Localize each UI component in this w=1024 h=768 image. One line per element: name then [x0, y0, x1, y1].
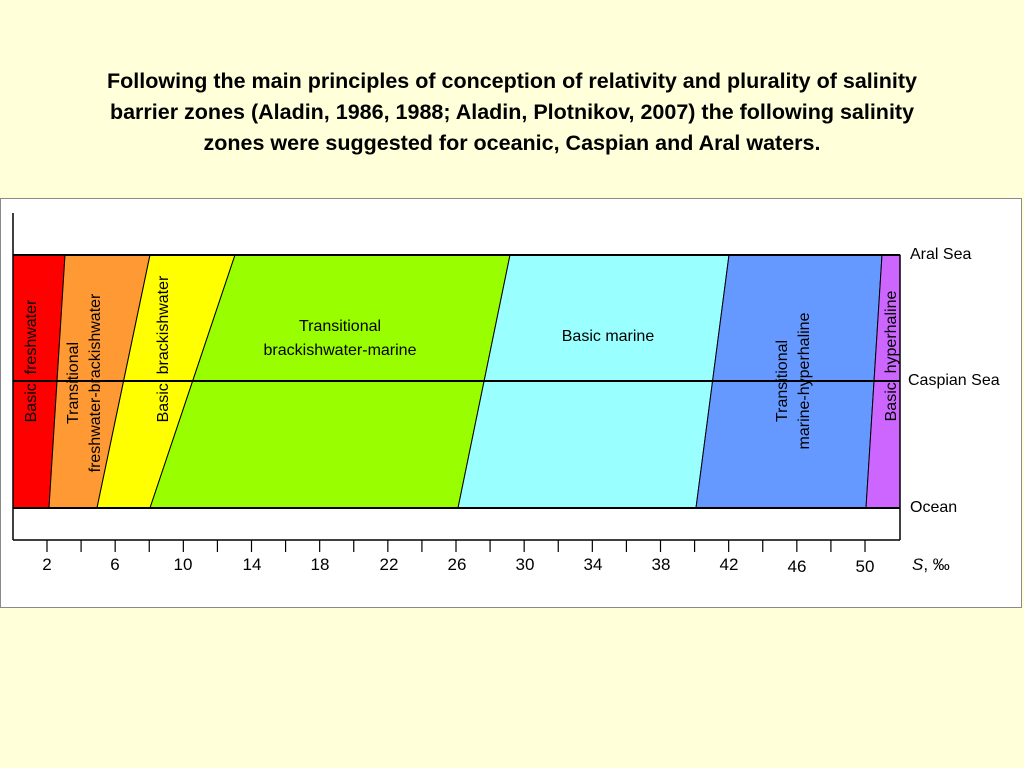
zone-label-basic-freshwater: Basic freshwater	[23, 299, 40, 422]
minor-ticks	[46, 540, 866, 552]
x-tick-label: 14	[243, 555, 262, 574]
zone-label-transitional-marine-hyperhaline-2: marine-hyperhaline	[796, 312, 813, 449]
zone-label-transitional-brackishwater-marine: Transitional	[299, 318, 381, 335]
x-tick-label: 10	[174, 555, 193, 574]
zone-label-transitional-brackishwater-marine-2: brackishwater-marine	[264, 342, 417, 359]
x-tick-label: 38	[652, 555, 671, 574]
title-line-2: barrier zones (Aladin, 1986, 1988; Aladi…	[109, 100, 915, 124]
x-axis-label: S, ‰	[912, 555, 950, 574]
ocean-label: Ocean	[910, 499, 957, 516]
title-line-3: zones were suggested for oceanic, Caspia…	[203, 131, 821, 155]
x-tick-label: 26	[448, 555, 467, 574]
title-line-1: Following the main principles of concept…	[107, 69, 917, 93]
x-tick-label: 50	[856, 557, 875, 576]
axis-unit: , ‰	[923, 555, 949, 574]
zone-label-basic-brackishwater: Basic brackishwater	[155, 275, 172, 422]
page-title: Following the main principles of concept…	[20, 66, 1004, 159]
zone-label-transitional-marine-hyperhaline: Transitional	[774, 340, 791, 422]
x-tick-labels: 2 6 10 14 18 22 26 30 34 38 42 46 50	[42, 555, 874, 576]
x-tick-label: 22	[380, 555, 399, 574]
zone-label-basic-marine: Basic marine	[562, 328, 655, 345]
x-tick-label: 30	[516, 555, 535, 574]
x-tick-label: 46	[788, 557, 807, 576]
axis-variable: S	[912, 555, 924, 574]
zone-label-basic-hyperhaline: Basic hyperhaline	[883, 291, 900, 422]
x-tick-label: 42	[720, 555, 739, 574]
zone-label-transitional-freshwater-brackishwater-2: freshwater-brackishwater	[87, 293, 104, 472]
x-tick-label: 34	[584, 555, 603, 574]
x-tick-label: 6	[110, 555, 119, 574]
zone-label-transitional-freshwater-brackishwater: Transitional	[65, 342, 82, 424]
x-tick-label: 2	[42, 555, 51, 574]
x-tick-label: 18	[311, 555, 330, 574]
caspian-sea-label: Caspian Sea	[908, 372, 1000, 389]
aral-sea-label: Aral Sea	[910, 246, 971, 263]
